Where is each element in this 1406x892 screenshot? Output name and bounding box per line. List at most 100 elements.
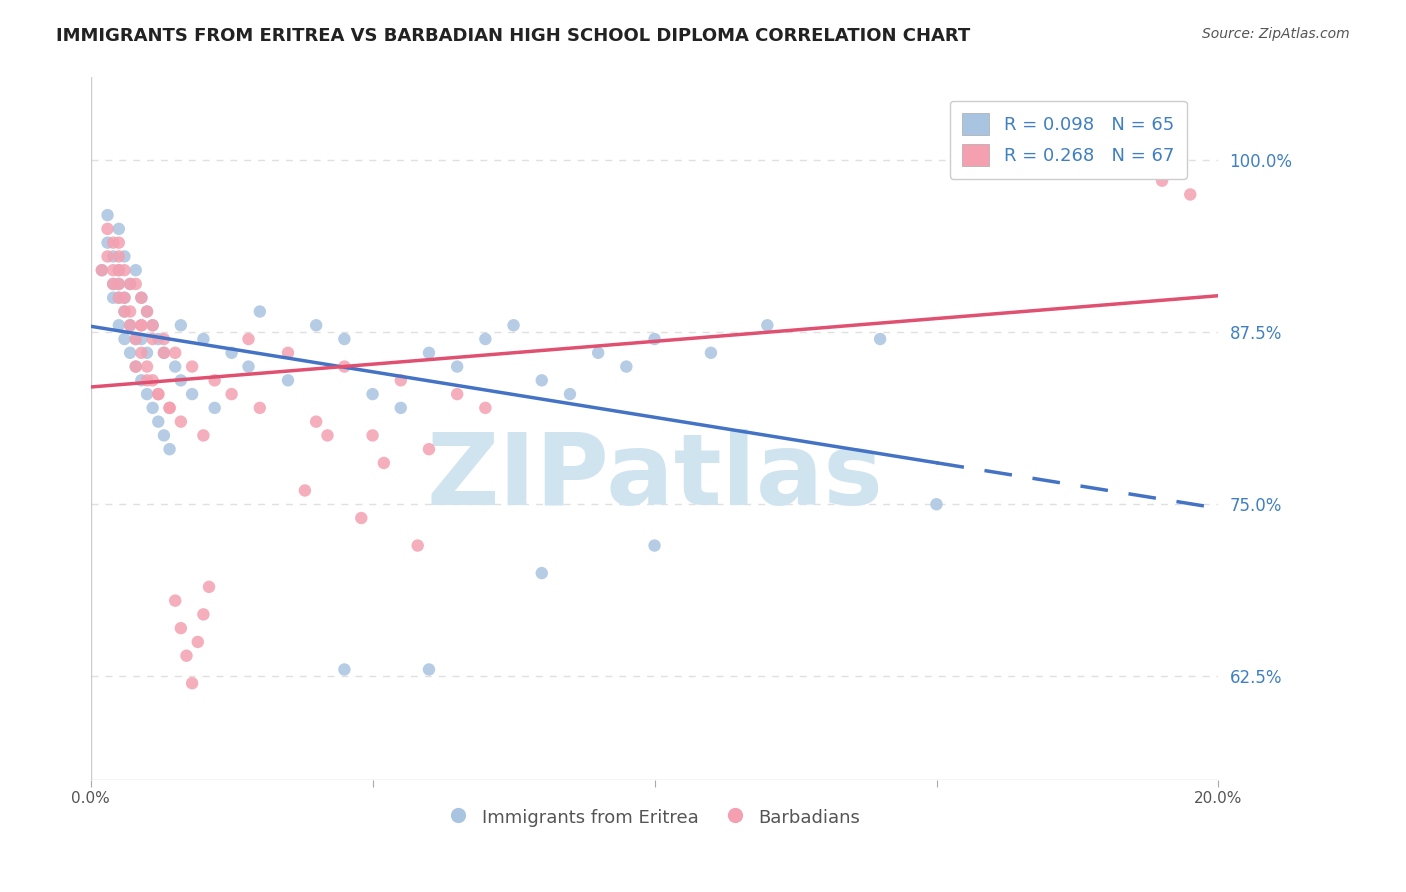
Point (238, 359, 260, 374)
Point (101, 263, 124, 277)
Point (120, 277, 142, 291)
Point (108, 291, 131, 305)
Text: IMMIGRANTS FROM ERITREA VS BARBADIAN HIGH SCHOOL DIPLOMA CORRELATION CHART: IMMIGRANTS FROM ERITREA VS BARBADIAN HIG… (56, 27, 970, 45)
Point (108, 291, 131, 305)
Point (170, 318, 193, 333)
Point (418, 442, 440, 457)
Point (474, 332, 496, 346)
Point (221, 387, 243, 401)
Point (305, 415, 328, 429)
Point (418, 663, 440, 677)
Point (153, 346, 176, 360)
Point (418, 346, 440, 360)
Point (700, 346, 723, 360)
Point (148, 332, 170, 346)
Point (131, 318, 153, 333)
Point (131, 346, 153, 360)
Point (148, 387, 170, 401)
Point (502, 318, 524, 333)
Point (96, 222, 118, 236)
Point (136, 359, 159, 374)
Point (474, 401, 496, 415)
Point (148, 387, 170, 401)
Point (204, 401, 226, 415)
Point (125, 263, 148, 277)
Point (125, 359, 148, 374)
Point (120, 277, 142, 291)
Point (142, 401, 165, 415)
Text: ZIPatlas: ZIPatlas (426, 429, 883, 526)
Point (361, 387, 384, 401)
Point (333, 332, 356, 346)
Point (120, 346, 142, 360)
Point (142, 373, 165, 387)
Point (159, 442, 181, 457)
Point (389, 401, 412, 415)
Point (530, 566, 553, 580)
Point (193, 428, 215, 442)
Point (125, 332, 148, 346)
Point (101, 291, 124, 305)
Point (108, 263, 131, 277)
Point (165, 593, 187, 607)
Point (1094, 160, 1116, 174)
Point (96, 208, 118, 222)
Legend: Immigrants from Eritrea, Barbadians: Immigrants from Eritrea, Barbadians (441, 801, 868, 834)
Point (406, 539, 429, 553)
Point (159, 401, 181, 415)
Point (530, 373, 553, 387)
Point (221, 346, 243, 360)
Point (114, 291, 136, 305)
Point (558, 387, 581, 401)
Point (108, 277, 131, 291)
Point (148, 415, 170, 429)
Point (614, 359, 637, 374)
Point (90, 263, 112, 277)
Point (125, 277, 148, 291)
Point (114, 249, 136, 263)
Point (333, 359, 356, 374)
Point (131, 373, 153, 387)
Point (373, 456, 395, 470)
Point (925, 497, 948, 511)
Point (586, 346, 609, 360)
Point (136, 373, 159, 387)
Point (131, 291, 153, 305)
Point (131, 318, 153, 333)
Point (120, 318, 142, 333)
Point (120, 318, 142, 333)
Point (125, 332, 148, 346)
Point (446, 387, 468, 401)
Point (204, 373, 226, 387)
Point (193, 607, 215, 622)
Point (165, 346, 187, 360)
Point (361, 428, 384, 442)
Point (108, 277, 131, 291)
Point (114, 332, 136, 346)
Point (238, 332, 260, 346)
Point (153, 332, 176, 346)
Point (142, 318, 165, 333)
Point (181, 359, 204, 374)
Point (96, 235, 118, 250)
Point (165, 359, 187, 374)
Point (108, 249, 131, 263)
Point (249, 401, 271, 415)
Point (114, 291, 136, 305)
Point (277, 373, 299, 387)
Point (181, 387, 204, 401)
Point (277, 346, 299, 360)
Point (96, 249, 118, 263)
Point (136, 387, 159, 401)
Point (187, 635, 209, 649)
Point (869, 332, 891, 346)
Point (170, 373, 193, 387)
Point (131, 291, 153, 305)
Point (125, 359, 148, 374)
Point (305, 318, 328, 333)
Point (316, 428, 339, 442)
Point (153, 428, 176, 442)
Point (176, 648, 198, 663)
Point (142, 318, 165, 333)
Point (120, 304, 142, 318)
